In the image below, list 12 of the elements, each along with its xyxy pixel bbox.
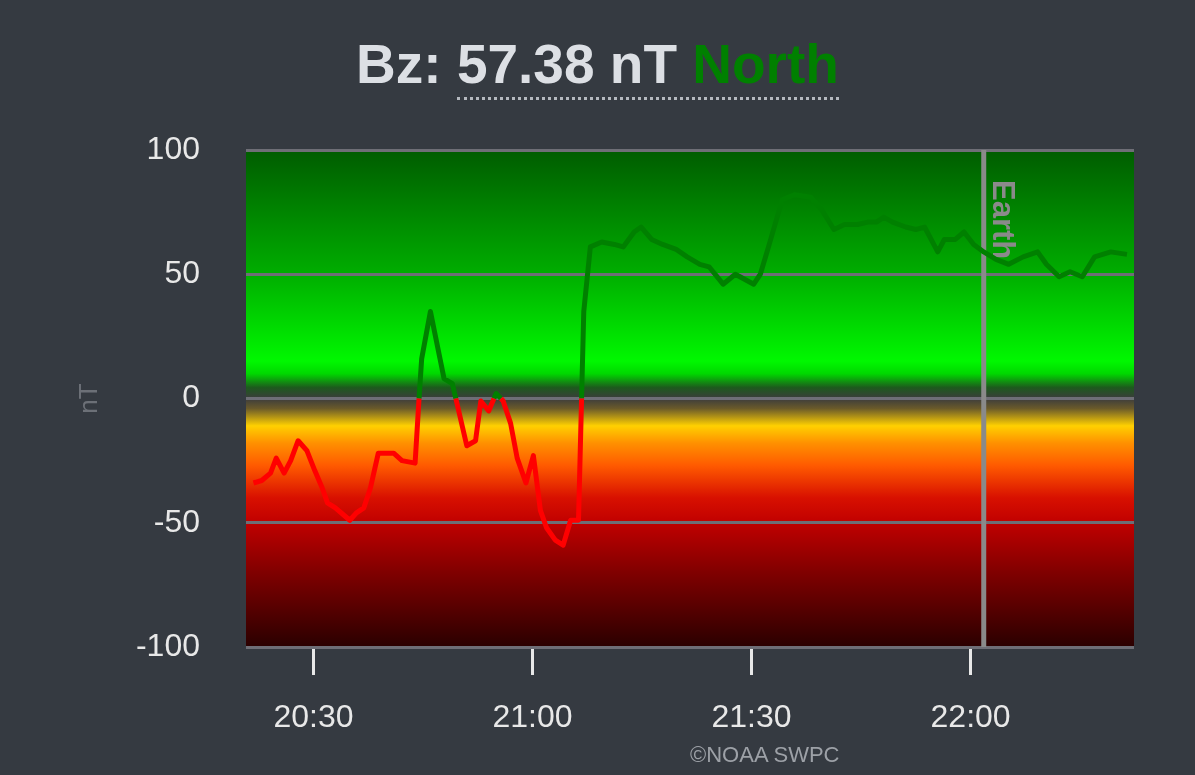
y-tick-label: -100 xyxy=(135,626,200,663)
y-tick-label: 50 xyxy=(164,254,200,291)
y-tick-label: 0 xyxy=(182,378,200,415)
y-tick-label: -50 xyxy=(153,502,200,539)
x-tick-label: 21:00 xyxy=(492,698,573,735)
y-tick-label: 100 xyxy=(146,129,200,166)
x-tick-label: 21:30 xyxy=(711,698,792,735)
text: ©NOAA SWPC xyxy=(690,742,840,768)
chart-title: Bz: 57.38 nT North xyxy=(356,33,839,95)
ref-line-label: Earth xyxy=(985,180,1021,260)
x-tick-label: 20:30 xyxy=(273,698,354,735)
x-tick-label: 22:00 xyxy=(930,698,1011,735)
